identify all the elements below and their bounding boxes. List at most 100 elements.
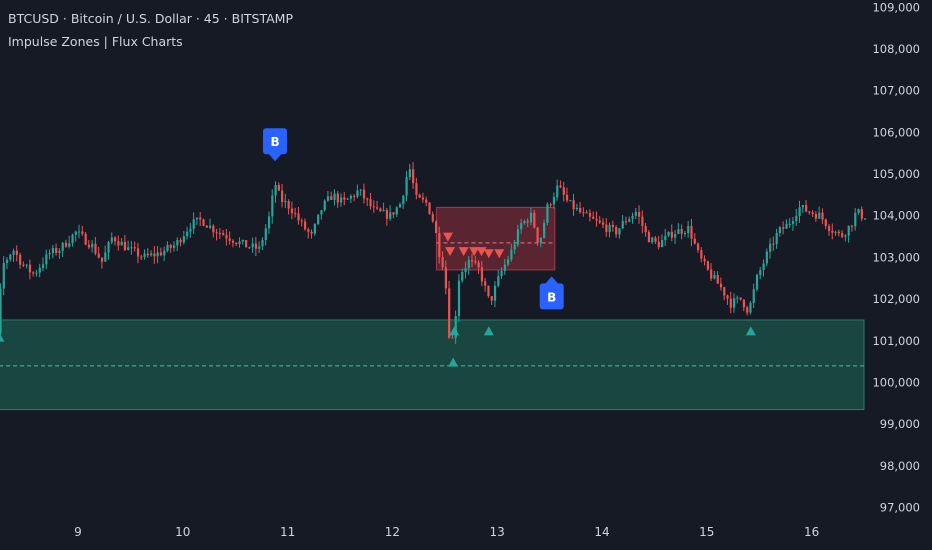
bull-candle (575, 203, 578, 211)
candle-body (785, 223, 788, 229)
bear-candle (805, 199, 808, 213)
candle-body (271, 195, 274, 217)
bull-candle (382, 202, 385, 212)
candle-body (356, 190, 359, 197)
candle-body (641, 216, 644, 226)
bull-candle (41, 257, 45, 272)
bear-candle (588, 209, 592, 222)
bear-candle (536, 227, 539, 246)
bear-candle (428, 202, 431, 215)
candle-body (834, 231, 837, 233)
bull-candle (529, 207, 533, 226)
candle-body (824, 219, 827, 227)
candle-body (163, 250, 166, 256)
candle-body (850, 225, 854, 227)
candle-body (150, 253, 153, 256)
candle-body (837, 231, 840, 234)
bear-candle (205, 225, 208, 228)
candle-body (791, 221, 795, 224)
bull-candle (631, 212, 634, 224)
bear-candle (254, 237, 258, 257)
bull-candle (317, 214, 320, 225)
candle-body (660, 240, 664, 248)
bear-candle (418, 193, 421, 199)
candle-body (549, 204, 552, 206)
candle-body (353, 195, 356, 197)
candle-body (218, 233, 222, 235)
candle-body (651, 237, 654, 243)
y-tick-label: 103,000 (872, 250, 920, 264)
bull-candle (346, 197, 349, 200)
candle-body (621, 221, 624, 229)
candle-body (251, 243, 254, 248)
candle-body (716, 275, 719, 284)
bear-candle (474, 256, 477, 265)
candle-body (615, 226, 618, 235)
bear-candle (824, 218, 827, 230)
candle-body (605, 224, 608, 232)
down-arrow-icon (442, 232, 453, 242)
bull-candle (461, 268, 464, 283)
candle-body (231, 240, 235, 243)
bull-candle (523, 219, 526, 225)
candle-body (297, 213, 300, 221)
candle-body (425, 199, 428, 203)
candle-body (61, 242, 64, 251)
bull-candle (48, 249, 51, 260)
bull-candle (267, 211, 271, 234)
bear-candle (602, 218, 605, 228)
candle-body (222, 233, 225, 236)
candle-body (451, 337, 454, 339)
candle-body (287, 201, 290, 209)
candle-body (326, 196, 330, 201)
candle-body (677, 229, 680, 234)
candle-body (602, 222, 605, 225)
bear-candle (84, 232, 87, 246)
bear-candle (850, 224, 854, 232)
bear-candle (300, 218, 303, 227)
bull-candle (182, 230, 185, 245)
candle-body (507, 259, 510, 265)
bull-candle (389, 205, 392, 221)
up-arrow-icon (745, 326, 756, 336)
bull-candle (172, 241, 176, 252)
bear-candle (696, 242, 700, 253)
bull-candle (543, 219, 546, 239)
bull-candle (778, 225, 782, 237)
indicator-title[interactable]: Impulse Zones | Flux Charts (8, 34, 183, 49)
candle-body (464, 268, 467, 272)
bull-candle (0, 283, 2, 339)
y-tick-label: 97,000 (880, 501, 920, 515)
candle-body (520, 223, 523, 230)
candle-body (117, 241, 120, 246)
bull-candle (628, 216, 631, 223)
bull-candle (5, 257, 9, 270)
candle-body (379, 208, 382, 212)
bear-candle (572, 193, 575, 216)
candle-body (490, 296, 493, 301)
bear-candle (385, 207, 389, 226)
candle-body (588, 212, 592, 217)
down-arrow-icon (469, 247, 480, 257)
candle-body (228, 238, 231, 241)
candle-body (638, 212, 641, 217)
bull-candle (834, 230, 837, 236)
candle-body (136, 248, 140, 257)
bull-candle (25, 264, 28, 269)
bull-candle (457, 274, 461, 323)
bull-candle (61, 242, 64, 258)
candle-body (58, 250, 61, 253)
bull-candle (503, 258, 506, 275)
bull-candle (120, 238, 123, 246)
candle-body (120, 241, 123, 246)
candle-body (821, 212, 824, 220)
bear-candle (837, 229, 840, 237)
bull-candle (349, 194, 353, 204)
bear-candle (123, 235, 127, 252)
candle-body (752, 289, 755, 303)
candle-body (674, 233, 677, 238)
candle-body (703, 258, 706, 262)
bear-candle (202, 218, 205, 227)
candle-body (248, 247, 251, 249)
